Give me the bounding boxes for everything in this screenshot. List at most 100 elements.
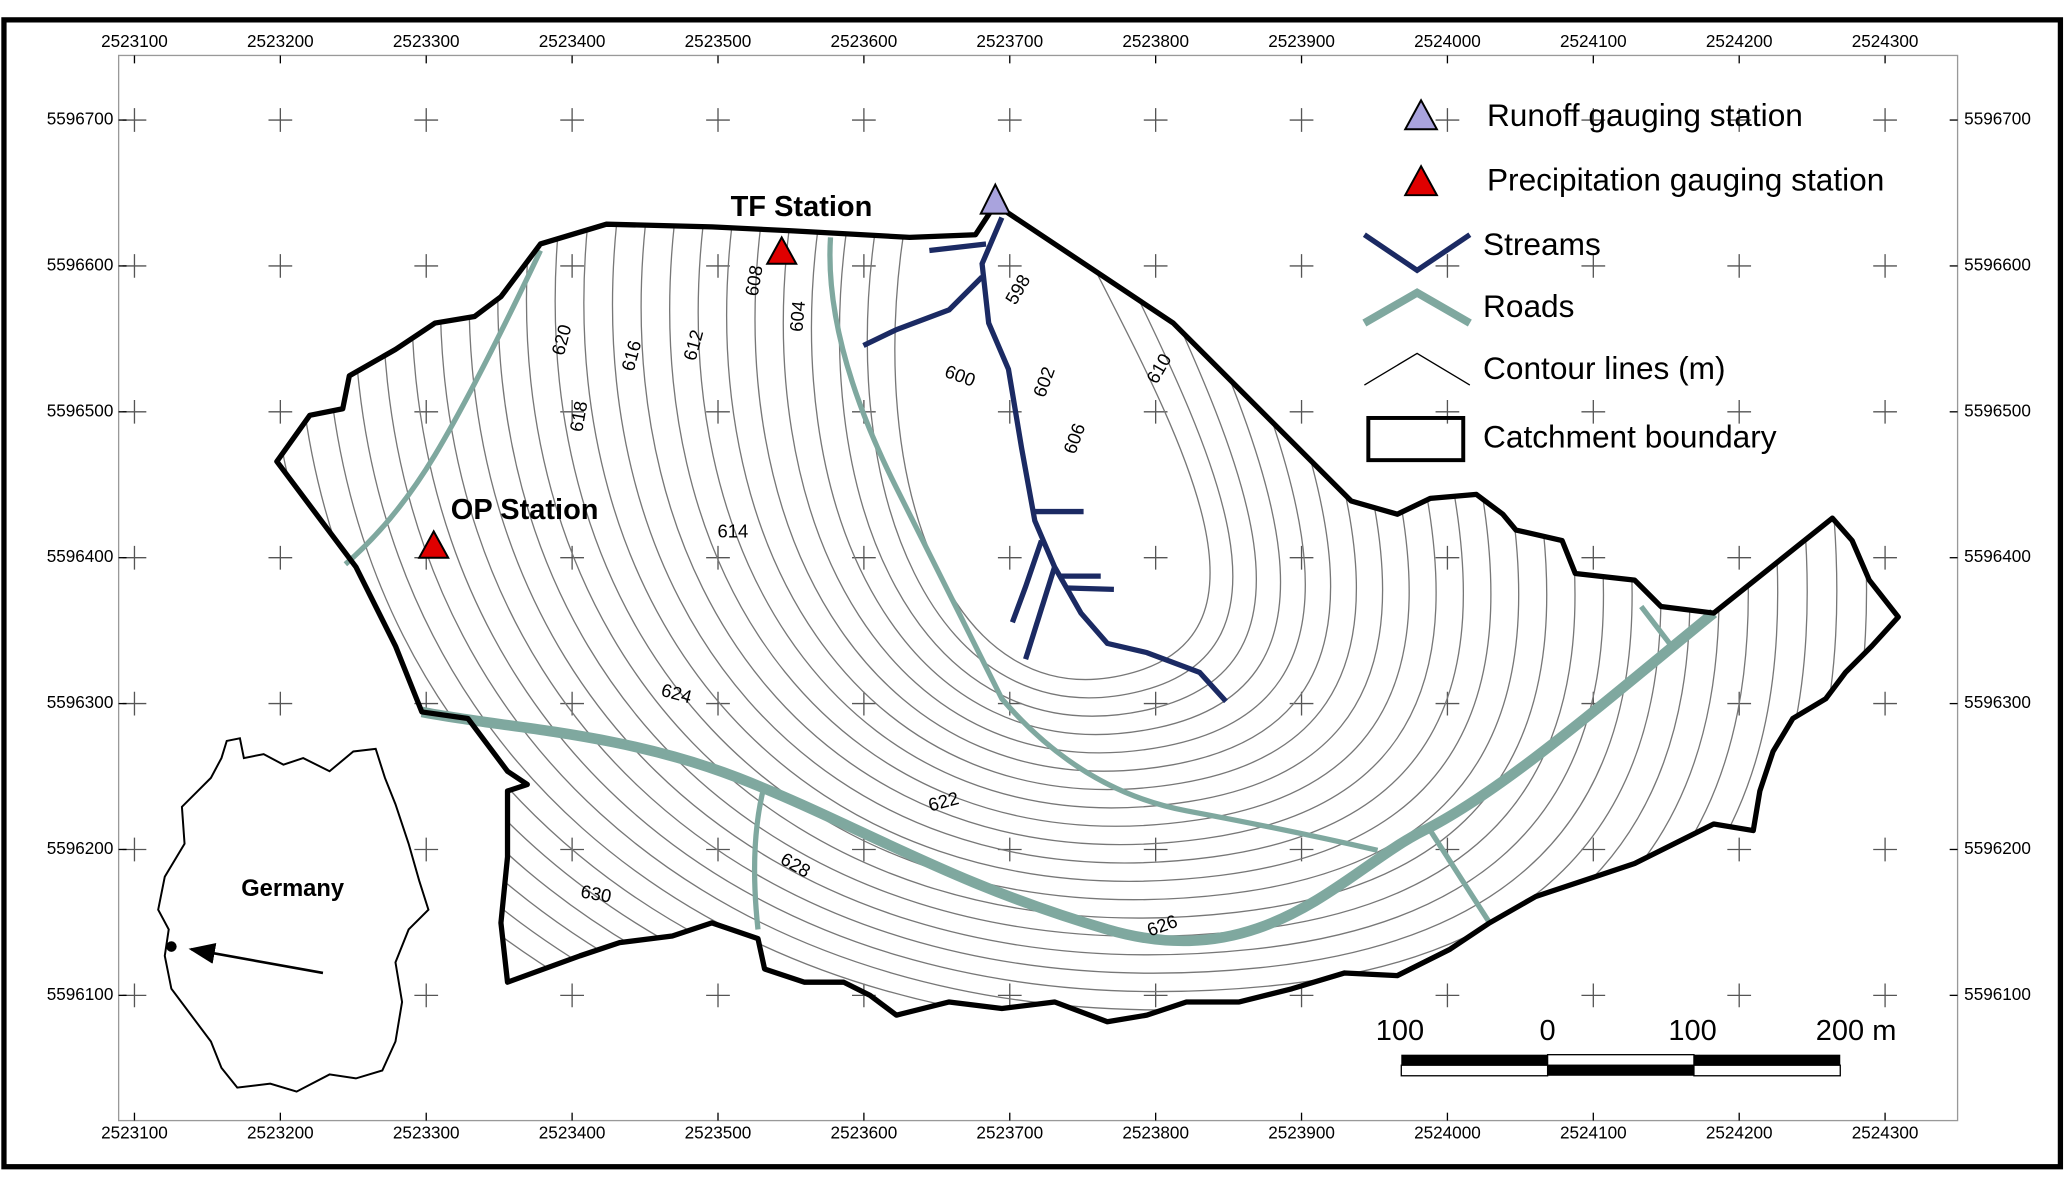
contour-label: 614: [718, 521, 749, 542]
x-tick-label: 2524200: [1706, 1122, 1773, 1142]
x-tick-label: 2523500: [685, 1122, 752, 1142]
y-tick-label: 5596500: [47, 400, 114, 420]
scale-bar: 100 0 100 200 m: [1376, 1015, 1896, 1077]
tf-station-marker: [765, 235, 798, 265]
legend-symbol: [1366, 415, 1466, 463]
road: [751, 783, 768, 930]
x-tick-label: 2524200: [1706, 31, 1773, 51]
x-tick-label: 2523600: [831, 31, 898, 51]
x-tick-label: 2523700: [976, 1122, 1043, 1142]
scale-segment: [1693, 1054, 1841, 1066]
x-tick-label: 2523800: [1122, 31, 1189, 51]
x-tick-label: 2523900: [1268, 31, 1335, 51]
grid-cross: [1873, 983, 1897, 1008]
grid-cross: [1435, 108, 1460, 132]
grid-cross: [268, 108, 293, 132]
legend-symbol: [1362, 232, 1472, 274]
grid-cross: [1435, 691, 1460, 716]
grid-cross: [560, 691, 584, 716]
scale-segment: [1400, 1064, 1549, 1077]
grid-cross: [1143, 108, 1168, 132]
y-tick-label: 5596700: [47, 109, 114, 129]
grid-cross: [1289, 837, 1314, 862]
x-tick-label: 2524300: [1852, 31, 1919, 51]
op-station-marker: [417, 529, 450, 559]
grid-cross: [560, 254, 584, 278]
y-tick-label: 5596600: [47, 254, 114, 274]
grid-cross: [706, 254, 730, 278]
grid-cross: [852, 254, 876, 278]
grid-cross: [997, 983, 1022, 1008]
grid-cross: [1435, 254, 1460, 278]
grid-cross: [1727, 983, 1752, 1008]
x-tick-label: 2524100: [1560, 31, 1627, 51]
legend: Runoff gauging station Precipitation gau…: [1362, 97, 1884, 463]
grid-cross: [1143, 983, 1168, 1008]
legend-label: Contour lines (m): [1483, 350, 1726, 386]
contour-line: [866, 204, 1234, 699]
grid-cross: [706, 691, 730, 716]
grid-cross: [1873, 545, 1897, 570]
grid-cross: [1873, 399, 1897, 424]
grid-cross: [268, 254, 293, 278]
grid-cross: [414, 983, 439, 1008]
y-tick-label: 5596400: [47, 546, 114, 566]
y-tick-label: 5596500: [1964, 400, 2031, 420]
grid-cross: [1581, 399, 1606, 424]
stream: [1067, 585, 1114, 592]
contour-line: [838, 204, 1258, 717]
legend-label: Precipitation gauging station: [1487, 161, 1884, 197]
grid-cross: [1581, 983, 1606, 1008]
grid-cross: [268, 545, 293, 570]
x-tick-label: 2524100: [1560, 1122, 1627, 1142]
grid-cross: [706, 545, 730, 570]
x-tick-label: 2523100: [101, 31, 168, 51]
grid-cross: [1289, 545, 1314, 570]
stream: [1009, 539, 1044, 624]
x-tick-label: 2523900: [1268, 1122, 1335, 1142]
stream: [862, 275, 984, 348]
x-tick-label: 2523800: [1122, 1122, 1189, 1142]
stream: [979, 216, 1228, 704]
grid-cross: [268, 399, 293, 424]
grid-cross: [1143, 254, 1168, 278]
y-tick-label: 5596400: [1964, 546, 2031, 566]
main-road: [420, 608, 1718, 946]
y-tick-label: 5596100: [47, 984, 114, 1004]
grid-cross: [414, 254, 439, 278]
grid-cross: [997, 254, 1022, 278]
contour-label: 618: [565, 399, 591, 433]
x-tick-label: 2523500: [685, 31, 752, 51]
grid-cross: [1143, 399, 1168, 424]
grid-cross: [706, 837, 730, 862]
x-tick-label: 2524000: [1414, 31, 1481, 51]
legend-label: Streams: [1483, 226, 1601, 262]
grid-cross: [706, 983, 730, 1008]
grid-cross: [414, 399, 439, 424]
grid-cross: [1435, 983, 1460, 1008]
grid-cross: [852, 545, 876, 570]
location-arrow: [188, 943, 324, 975]
legend-symbol: [1403, 164, 1439, 197]
grid-cross: [1727, 399, 1752, 424]
scale-label: 0: [1540, 1015, 1556, 1047]
grid-cross: [1143, 691, 1168, 716]
scale-segment: [1547, 1065, 1694, 1076]
grid-cross: [560, 983, 584, 1008]
station-label: OP Station: [451, 494, 599, 526]
x-tick-label: 2523200: [247, 31, 314, 51]
legend-label: Catchment boundary: [1483, 418, 1777, 454]
contour-line: [894, 204, 1211, 680]
y-tick-label: 5596300: [47, 692, 114, 712]
scale-segment: [1401, 1054, 1548, 1066]
grid-cross: [268, 691, 293, 716]
scale-segment: [1546, 1054, 1695, 1066]
grid-cross: [706, 399, 730, 424]
grid-cross: [1873, 691, 1897, 716]
x-tick-label: 2523200: [247, 1122, 314, 1142]
catchment-boundary: [274, 201, 1901, 1025]
road: [1639, 604, 1674, 648]
y-tick-label: 5596200: [47, 838, 114, 858]
grid-cross: [560, 399, 584, 424]
